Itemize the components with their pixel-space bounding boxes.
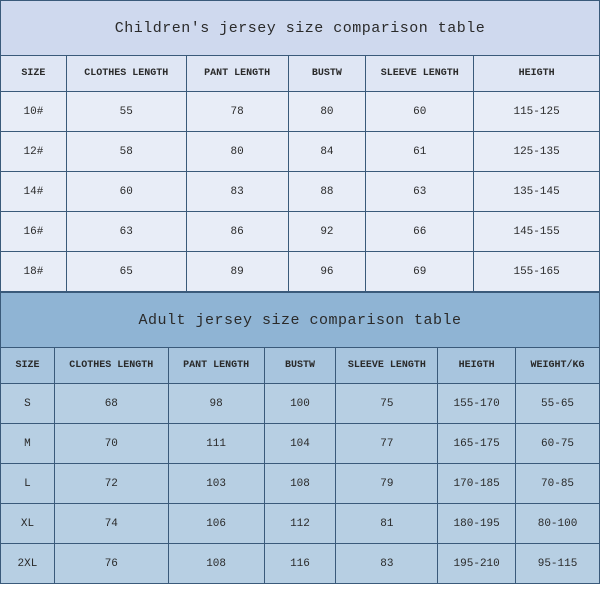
adult-cell: 75: [336, 384, 438, 424]
children-cell: 69: [366, 252, 474, 292]
adult-cell: 55-65: [516, 384, 600, 424]
adult-cell: 70-85: [516, 464, 600, 504]
adult-cell: 180-195: [438, 504, 516, 544]
adult-header-row: SIZECLOTHES LENGTHPANT LENGTHBUSTWSLEEVE…: [1, 348, 600, 384]
children-row: 14#60838863135-145: [1, 172, 600, 212]
children-cell: 61: [366, 132, 474, 172]
adult-cell: 111: [168, 424, 264, 464]
children-col-5: HEIGTH: [474, 56, 600, 92]
children-cell: 89: [186, 252, 288, 292]
children-cell: 60: [66, 172, 186, 212]
children-cell: 16#: [1, 212, 67, 252]
adult-cell: 76: [54, 544, 168, 584]
children-col-4: SLEEVE LENGTH: [366, 56, 474, 92]
adult-col-4: SLEEVE LENGTH: [336, 348, 438, 384]
adult-table-title: Adult jersey size comparison table: [1, 293, 600, 348]
adult-col-6: WEIGHT/KG: [516, 348, 600, 384]
adult-cell: 60-75: [516, 424, 600, 464]
children-size-table: Children's jersey size comparison table …: [0, 0, 600, 292]
adult-cell: 103: [168, 464, 264, 504]
children-cell: 60: [366, 92, 474, 132]
children-header-row: SIZECLOTHES LENGTHPANT LENGTHBUSTWSLEEVE…: [1, 56, 600, 92]
children-cell: 58: [66, 132, 186, 172]
adult-cell: 74: [54, 504, 168, 544]
children-col-2: PANT LENGTH: [186, 56, 288, 92]
adult-cell: 108: [168, 544, 264, 584]
adult-cell: 100: [264, 384, 336, 424]
children-cell: 92: [288, 212, 366, 252]
children-cell: 125-135: [474, 132, 600, 172]
adult-cell: 155-170: [438, 384, 516, 424]
children-cell: 84: [288, 132, 366, 172]
adult-size-table: Adult jersey size comparison table SIZEC…: [0, 292, 600, 584]
children-cell: 155-165: [474, 252, 600, 292]
children-cell: 18#: [1, 252, 67, 292]
adult-row: XL7410611281180-19580-100: [1, 504, 600, 544]
adult-cell: 68: [54, 384, 168, 424]
adult-row: S689810075155-17055-65: [1, 384, 600, 424]
children-table-title: Children's jersey size comparison table: [1, 1, 600, 56]
adult-cell: 116: [264, 544, 336, 584]
adult-col-0: SIZE: [1, 348, 55, 384]
adult-cell: 98: [168, 384, 264, 424]
adult-cell: 104: [264, 424, 336, 464]
children-col-0: SIZE: [1, 56, 67, 92]
adult-col-5: HEIGTH: [438, 348, 516, 384]
children-row: 10#55788060115-125: [1, 92, 600, 132]
adult-cell: 170-185: [438, 464, 516, 504]
children-title-row: Children's jersey size comparison table: [1, 1, 600, 56]
adult-cell: 83: [336, 544, 438, 584]
children-cell: 96: [288, 252, 366, 292]
children-cell: 88: [288, 172, 366, 212]
children-cell: 14#: [1, 172, 67, 212]
children-cell: 145-155: [474, 212, 600, 252]
adult-cell: M: [1, 424, 55, 464]
adult-cell: 95-115: [516, 544, 600, 584]
children-cell: 83: [186, 172, 288, 212]
children-cell: 86: [186, 212, 288, 252]
children-cell: 80: [186, 132, 288, 172]
adult-row: M7011110477165-17560-75: [1, 424, 600, 464]
children-row: 12#58808461125-135: [1, 132, 600, 172]
children-col-3: BUSTW: [288, 56, 366, 92]
adult-title-row: Adult jersey size comparison table: [1, 293, 600, 348]
adult-row: 2XL7610811683195-21095-115: [1, 544, 600, 584]
children-cell: 65: [66, 252, 186, 292]
children-col-1: CLOTHES LENGTH: [66, 56, 186, 92]
children-cell: 78: [186, 92, 288, 132]
adult-col-3: BUSTW: [264, 348, 336, 384]
adult-cell: 108: [264, 464, 336, 504]
children-cell: 63: [66, 212, 186, 252]
children-cell: 115-125: [474, 92, 600, 132]
adult-cell: 70: [54, 424, 168, 464]
adult-cell: 77: [336, 424, 438, 464]
adult-row: L7210310879170-18570-85: [1, 464, 600, 504]
adult-cell: XL: [1, 504, 55, 544]
children-cell: 63: [366, 172, 474, 212]
adult-cell: 112: [264, 504, 336, 544]
adult-col-1: CLOTHES LENGTH: [54, 348, 168, 384]
children-cell: 80: [288, 92, 366, 132]
adult-cell: 72: [54, 464, 168, 504]
children-cell: 12#: [1, 132, 67, 172]
children-cell: 135-145: [474, 172, 600, 212]
adult-cell: L: [1, 464, 55, 504]
children-cell: 55: [66, 92, 186, 132]
adult-cell: S: [1, 384, 55, 424]
children-cell: 66: [366, 212, 474, 252]
adult-cell: 80-100: [516, 504, 600, 544]
adult-cell: 106: [168, 504, 264, 544]
adult-cell: 2XL: [1, 544, 55, 584]
adult-cell: 81: [336, 504, 438, 544]
adult-cell: 79: [336, 464, 438, 504]
adult-col-2: PANT LENGTH: [168, 348, 264, 384]
children-cell: 10#: [1, 92, 67, 132]
adult-cell: 195-210: [438, 544, 516, 584]
children-row: 16#63869266145-155: [1, 212, 600, 252]
children-row: 18#65899669155-165: [1, 252, 600, 292]
adult-cell: 165-175: [438, 424, 516, 464]
